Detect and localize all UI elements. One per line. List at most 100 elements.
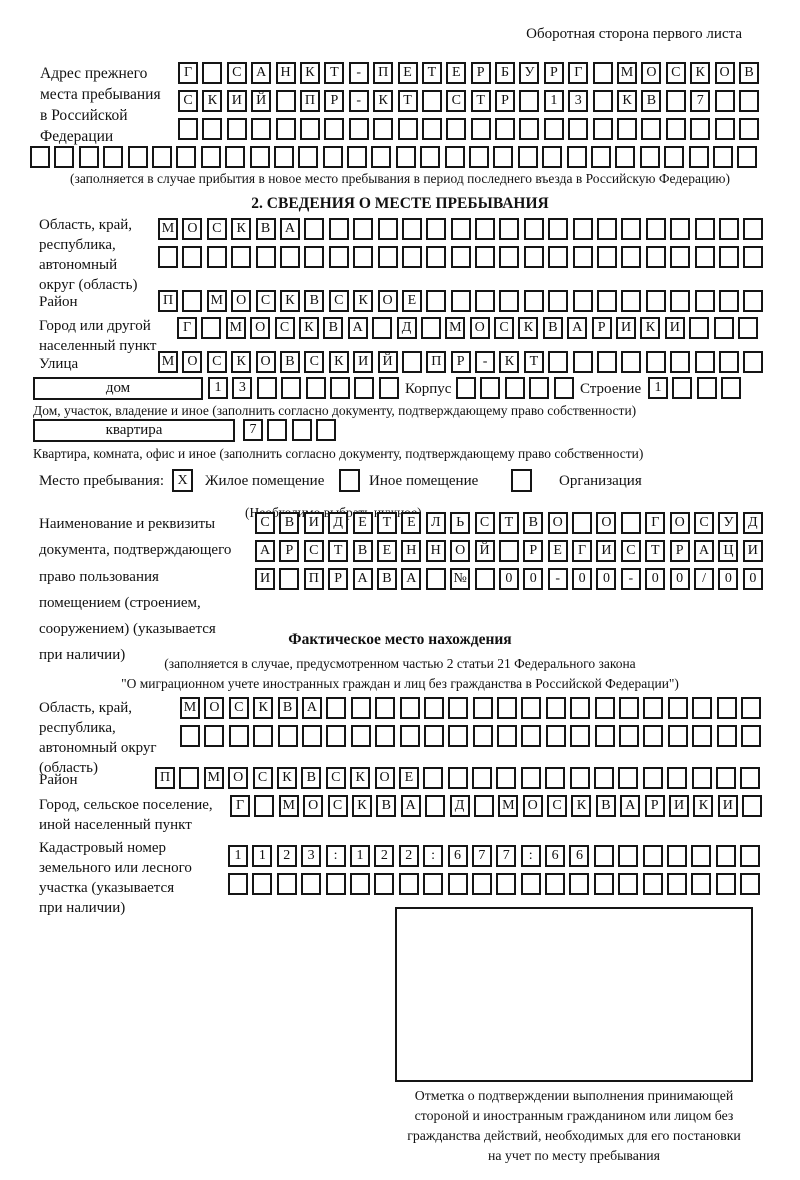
filled-cell[interactable]: 3 (301, 845, 322, 867)
filled-cell[interactable]: Д (396, 317, 417, 339)
empty-cell[interactable] (472, 697, 493, 719)
filled-cell[interactable]: С (325, 767, 346, 789)
filled-cell[interactable]: И (669, 795, 690, 817)
filled-cell[interactable]: 1 (543, 90, 564, 112)
empty-cell[interactable] (642, 767, 663, 789)
filled-cell[interactable]: - (348, 90, 369, 112)
filled-cell[interactable]: И (616, 317, 637, 339)
empty-cell[interactable] (670, 246, 691, 268)
empty-cell[interactable] (569, 873, 590, 895)
filled-cell[interactable]: Р (543, 62, 564, 84)
empty-cell[interactable] (641, 118, 662, 140)
filled-cell[interactable]: Т (470, 90, 491, 112)
filled-cell[interactable]: С (252, 767, 273, 789)
empty-cell[interactable] (618, 873, 639, 895)
filled-cell[interactable]: 7 (243, 419, 263, 441)
empty-cell[interactable] (569, 767, 590, 789)
empty-cell[interactable] (553, 377, 574, 399)
empty-cell[interactable] (670, 351, 691, 373)
empty-cell[interactable] (474, 568, 495, 590)
empty-cell[interactable] (350, 725, 371, 747)
empty-cell[interactable] (251, 118, 272, 140)
empty-cell[interactable] (347, 146, 368, 168)
filled-cell[interactable]: 2 (398, 845, 419, 867)
filled-cell[interactable]: 2 (276, 845, 297, 867)
empty-cell[interactable] (326, 725, 347, 747)
filled-cell[interactable]: Е (401, 290, 422, 312)
empty-cell[interactable] (692, 725, 713, 747)
empty-cell[interactable] (499, 218, 520, 240)
filled-cell[interactable]: К (279, 290, 300, 312)
filled-cell[interactable]: - (348, 62, 369, 84)
filled-cell[interactable]: О (204, 697, 225, 719)
filled-cell[interactable]: К (640, 317, 661, 339)
filled-cell[interactable]: К (693, 795, 714, 817)
empty-cell[interactable] (694, 351, 715, 373)
empty-cell[interactable] (253, 725, 274, 747)
filled-cell[interactable]: Н (401, 540, 422, 562)
empty-cell[interactable] (373, 118, 394, 140)
empty-cell[interactable] (275, 90, 296, 112)
empty-cell[interactable] (738, 118, 759, 140)
empty-cell[interactable] (473, 795, 494, 817)
filled-cell[interactable]: Е (446, 62, 467, 84)
empty-cell[interactable] (621, 246, 642, 268)
filled-cell[interactable]: В (542, 317, 563, 339)
empty-cell[interactable] (470, 118, 491, 140)
filled-cell[interactable]: Т (324, 62, 345, 84)
filled-cell[interactable]: В (595, 795, 616, 817)
empty-cell[interactable] (423, 767, 444, 789)
region-row-2[interactable] (158, 246, 768, 268)
empty-cell[interactable] (326, 697, 347, 719)
empty-cell[interactable] (667, 845, 688, 867)
filled-cell[interactable]: М (617, 62, 638, 84)
empty-cell[interactable] (256, 377, 277, 399)
filled-cell[interactable]: О (377, 290, 398, 312)
filled-cell[interactable]: И (717, 795, 738, 817)
empty-cell[interactable] (688, 146, 709, 168)
filled-cell[interactable]: О (182, 218, 203, 240)
filled-cell[interactable]: Е (401, 512, 422, 534)
empty-cell[interactable] (529, 377, 550, 399)
filled-cell[interactable]: И (596, 540, 617, 562)
korpus-cells[interactable] (456, 377, 578, 399)
filled-cell[interactable]: П (158, 290, 178, 312)
empty-cell[interactable] (716, 697, 737, 719)
empty-cell[interactable] (206, 246, 227, 268)
empty-cell[interactable] (377, 246, 398, 268)
empty-cell[interactable] (225, 146, 246, 168)
empty-cell[interactable] (568, 118, 589, 140)
empty-cell[interactable] (718, 351, 739, 373)
empty-cell[interactable] (204, 725, 225, 747)
filled-cell[interactable]: Р (324, 90, 345, 112)
empty-cell[interactable] (718, 246, 739, 268)
filled-cell[interactable]: М (180, 697, 200, 719)
empty-cell[interactable] (401, 218, 422, 240)
filled-cell[interactable]: Й (377, 351, 398, 373)
filled-cell[interactable]: С (228, 697, 249, 719)
empty-cell[interactable] (450, 246, 471, 268)
filled-cell[interactable]: Т (376, 512, 397, 534)
actual-region-row-2[interactable] (180, 725, 765, 747)
empty-cell[interactable] (740, 725, 761, 747)
filled-cell[interactable]: Т (645, 540, 666, 562)
empty-cell[interactable] (715, 845, 736, 867)
filled-cell[interactable]: - (547, 568, 568, 590)
empty-cell[interactable] (597, 246, 618, 268)
empty-cell[interactable] (593, 873, 614, 895)
filled-cell[interactable]: О (714, 62, 735, 84)
empty-cell[interactable] (743, 218, 764, 240)
empty-cell[interactable] (597, 218, 618, 240)
filled-cell[interactable]: О (303, 795, 324, 817)
empty-cell[interactable] (543, 118, 564, 140)
filled-cell[interactable]: В (304, 290, 325, 312)
empty-cell[interactable] (375, 697, 396, 719)
empty-cell[interactable] (519, 90, 540, 112)
empty-cell[interactable] (642, 845, 663, 867)
empty-cell[interactable] (740, 767, 761, 789)
empty-cell[interactable] (226, 118, 247, 140)
filled-cell[interactable]: Д (328, 512, 349, 534)
empty-cell[interactable] (176, 146, 197, 168)
empty-cell[interactable] (594, 725, 615, 747)
